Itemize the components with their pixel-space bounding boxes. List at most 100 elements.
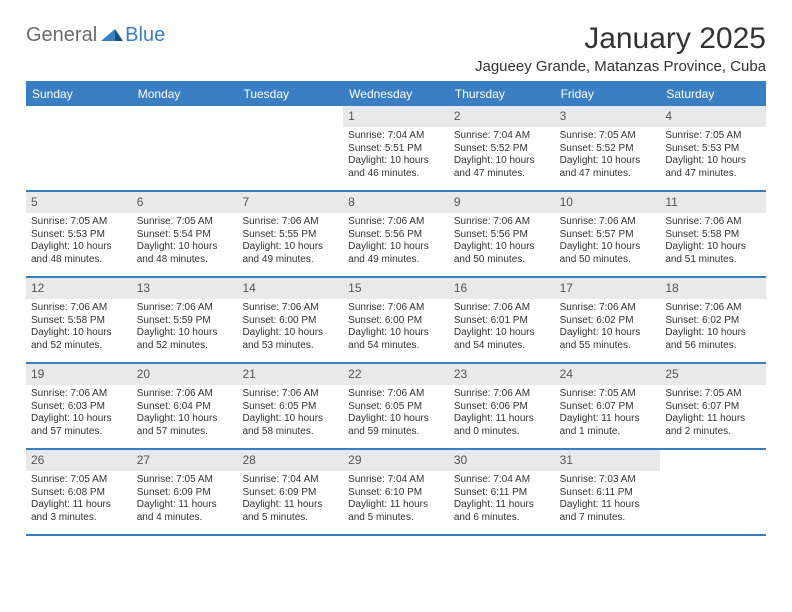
- day-cell: 27Sunrise: 7:05 AMSunset: 6:09 PMDayligh…: [132, 450, 238, 534]
- day-number: 26: [26, 450, 132, 471]
- daylight2-text: and 47 minutes.: [454, 168, 550, 181]
- daylight2-text: and 6 minutes.: [454, 512, 550, 525]
- day-cell: 26Sunrise: 7:05 AMSunset: 6:08 PMDayligh…: [26, 450, 132, 534]
- daylight1-text: Daylight: 10 hours: [665, 241, 761, 254]
- day-cell: 3Sunrise: 7:05 AMSunset: 5:52 PMDaylight…: [555, 106, 661, 190]
- day-number: 5: [26, 192, 132, 213]
- logo-word1: General: [26, 24, 97, 47]
- day-header-cell: Sunday: [26, 83, 132, 106]
- day-cell: [237, 106, 343, 190]
- daylight2-text: and 49 minutes.: [242, 254, 338, 267]
- day-cell: 28Sunrise: 7:04 AMSunset: 6:09 PMDayligh…: [237, 450, 343, 534]
- title-block: January 2025 Jagueey Grande, Matanzas Pr…: [475, 22, 766, 75]
- daylight2-text: and 48 minutes.: [137, 254, 233, 267]
- day-header-cell: Monday: [132, 83, 238, 106]
- sunrise-text: Sunrise: 7:04 AM: [348, 130, 444, 143]
- sunrise-text: Sunrise: 7:06 AM: [560, 216, 656, 229]
- sunset-text: Sunset: 6:06 PM: [454, 401, 550, 414]
- day-cell: 8Sunrise: 7:06 AMSunset: 5:56 PMDaylight…: [343, 192, 449, 276]
- day-number: 20: [132, 364, 238, 385]
- daylight1-text: Daylight: 10 hours: [348, 413, 444, 426]
- day-cell: 7Sunrise: 7:06 AMSunset: 5:55 PMDaylight…: [237, 192, 343, 276]
- sunrise-text: Sunrise: 7:06 AM: [665, 216, 761, 229]
- week-row: 26Sunrise: 7:05 AMSunset: 6:08 PMDayligh…: [26, 450, 766, 536]
- day-cell: 21Sunrise: 7:06 AMSunset: 6:05 PMDayligh…: [237, 364, 343, 448]
- sunset-text: Sunset: 5:57 PM: [560, 229, 656, 242]
- day-number: 13: [132, 278, 238, 299]
- day-cell: 18Sunrise: 7:06 AMSunset: 6:02 PMDayligh…: [660, 278, 766, 362]
- daylight1-text: Daylight: 10 hours: [242, 413, 338, 426]
- day-header-cell: Tuesday: [237, 83, 343, 106]
- sunrise-text: Sunrise: 7:04 AM: [242, 474, 338, 487]
- daylight1-text: Daylight: 11 hours: [454, 413, 550, 426]
- daylight1-text: Daylight: 10 hours: [454, 241, 550, 254]
- daylight2-text: and 5 minutes.: [242, 512, 338, 525]
- daylight2-text: and 4 minutes.: [137, 512, 233, 525]
- day-number: 16: [449, 278, 555, 299]
- day-cell: 15Sunrise: 7:06 AMSunset: 6:00 PMDayligh…: [343, 278, 449, 362]
- daylight2-text: and 0 minutes.: [454, 426, 550, 439]
- sunset-text: Sunset: 5:56 PM: [454, 229, 550, 242]
- day-number: 30: [449, 450, 555, 471]
- sunrise-text: Sunrise: 7:04 AM: [454, 130, 550, 143]
- sunrise-text: Sunrise: 7:06 AM: [665, 302, 761, 315]
- daylight1-text: Daylight: 11 hours: [348, 499, 444, 512]
- day-cell: 13Sunrise: 7:06 AMSunset: 5:59 PMDayligh…: [132, 278, 238, 362]
- sunrise-text: Sunrise: 7:06 AM: [560, 302, 656, 315]
- sunset-text: Sunset: 6:03 PM: [31, 401, 127, 414]
- day-cell: [26, 106, 132, 190]
- sunset-text: Sunset: 5:58 PM: [31, 315, 127, 328]
- day-number: 2: [449, 106, 555, 127]
- day-number: 4: [660, 106, 766, 127]
- day-cell: 17Sunrise: 7:06 AMSunset: 6:02 PMDayligh…: [555, 278, 661, 362]
- sunrise-text: Sunrise: 7:05 AM: [560, 388, 656, 401]
- daylight1-text: Daylight: 10 hours: [137, 241, 233, 254]
- daylight2-text: and 57 minutes.: [137, 426, 233, 439]
- daylight1-text: Daylight: 10 hours: [348, 327, 444, 340]
- daylight2-text: and 47 minutes.: [560, 168, 656, 181]
- daylight1-text: Daylight: 10 hours: [348, 241, 444, 254]
- day-header-cell: Saturday: [660, 83, 766, 106]
- sunrise-text: Sunrise: 7:06 AM: [137, 388, 233, 401]
- daylight1-text: Daylight: 11 hours: [560, 413, 656, 426]
- daylight2-text: and 47 minutes.: [665, 168, 761, 181]
- day-cell: 1Sunrise: 7:04 AMSunset: 5:51 PMDaylight…: [343, 106, 449, 190]
- day-number: 27: [132, 450, 238, 471]
- daylight1-text: Daylight: 11 hours: [454, 499, 550, 512]
- daylight1-text: Daylight: 11 hours: [560, 499, 656, 512]
- daylight2-text: and 56 minutes.: [665, 340, 761, 353]
- daylight1-text: Daylight: 10 hours: [454, 327, 550, 340]
- day-cell: 2Sunrise: 7:04 AMSunset: 5:52 PMDaylight…: [449, 106, 555, 190]
- sunset-text: Sunset: 6:05 PM: [348, 401, 444, 414]
- day-number: 24: [555, 364, 661, 385]
- sunrise-text: Sunrise: 7:05 AM: [31, 474, 127, 487]
- sunset-text: Sunset: 6:07 PM: [665, 401, 761, 414]
- sunrise-text: Sunrise: 7:05 AM: [560, 130, 656, 143]
- day-cell: 19Sunrise: 7:06 AMSunset: 6:03 PMDayligh…: [26, 364, 132, 448]
- day-cell: 5Sunrise: 7:05 AMSunset: 5:53 PMDaylight…: [26, 192, 132, 276]
- day-number: 25: [660, 364, 766, 385]
- week-row: 1Sunrise: 7:04 AMSunset: 5:51 PMDaylight…: [26, 106, 766, 192]
- day-number: 29: [343, 450, 449, 471]
- day-cell: [660, 450, 766, 534]
- daylight1-text: Daylight: 10 hours: [560, 241, 656, 254]
- sunset-text: Sunset: 6:09 PM: [137, 487, 233, 500]
- day-number: 22: [343, 364, 449, 385]
- day-header-cell: Thursday: [449, 83, 555, 106]
- day-cell: 29Sunrise: 7:04 AMSunset: 6:10 PMDayligh…: [343, 450, 449, 534]
- day-number: 19: [26, 364, 132, 385]
- daylight2-text: and 1 minute.: [560, 426, 656, 439]
- day-cell: 31Sunrise: 7:03 AMSunset: 6:11 PMDayligh…: [555, 450, 661, 534]
- day-number: 1: [343, 106, 449, 127]
- daylight1-text: Daylight: 10 hours: [665, 327, 761, 340]
- sunset-text: Sunset: 5:53 PM: [665, 143, 761, 156]
- sunset-text: Sunset: 6:04 PM: [137, 401, 233, 414]
- day-number: 10: [555, 192, 661, 213]
- day-number: 7: [237, 192, 343, 213]
- month-title: January 2025: [475, 22, 766, 56]
- week-row: 12Sunrise: 7:06 AMSunset: 5:58 PMDayligh…: [26, 278, 766, 364]
- day-cell: 23Sunrise: 7:06 AMSunset: 6:06 PMDayligh…: [449, 364, 555, 448]
- sunrise-text: Sunrise: 7:04 AM: [348, 474, 444, 487]
- day-number: 31: [555, 450, 661, 471]
- sunset-text: Sunset: 5:51 PM: [348, 143, 444, 156]
